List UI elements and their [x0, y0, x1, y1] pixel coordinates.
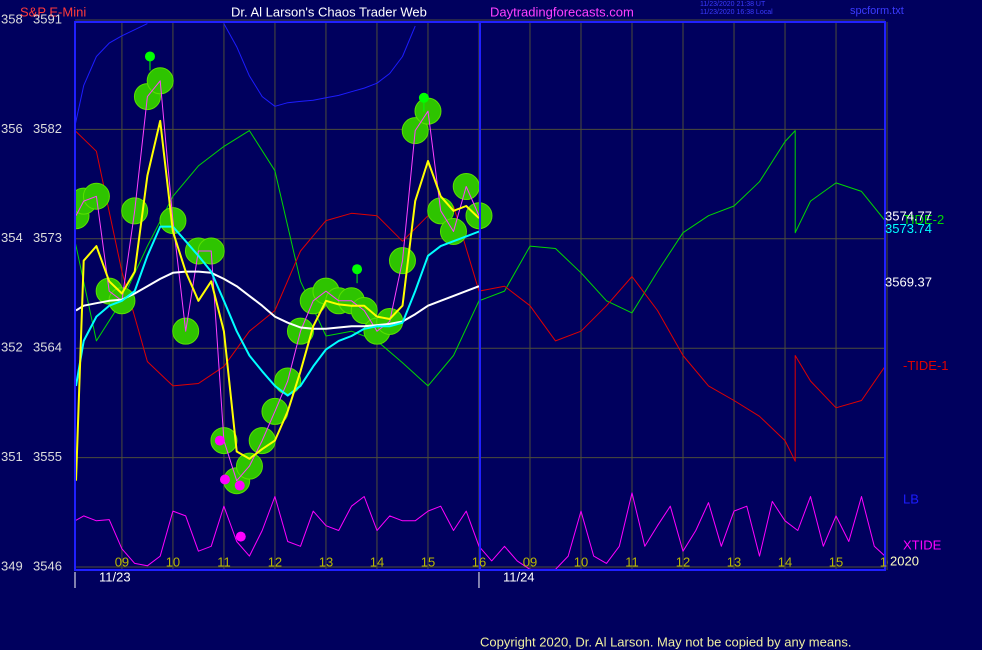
year-label: 2020	[890, 553, 919, 568]
timestamp: 11/23/2020 16:38 Local	[700, 9, 773, 16]
y-tick-label: 3546	[33, 558, 62, 573]
last-value-label: 3569.37	[885, 274, 932, 289]
low-marker	[219, 474, 230, 485]
series-line	[75, 270, 480, 330]
symbol: S&P E-Mini	[20, 4, 86, 19]
date-label: 11/24	[503, 569, 535, 584]
x-tick-label: 10	[166, 554, 180, 569]
x-tick-label: 14	[370, 554, 384, 569]
x-tick-label: 10	[574, 554, 588, 569]
x-tick-label: 15	[829, 554, 843, 569]
y-tick-alt-label: 354	[1, 230, 23, 245]
series-line	[75, 225, 480, 397]
website: Daytradingforecasts.com	[490, 4, 634, 19]
source-file: spcform.txt	[850, 5, 904, 17]
timestamp: 11/23/2020 21:38 UT	[700, 1, 766, 8]
high-marker	[352, 264, 363, 275]
y-tick-alt-label: 356	[1, 121, 23, 136]
x-tick-label: 12	[676, 554, 690, 569]
low-marker	[234, 480, 245, 491]
legend-label: TIDE-2	[903, 212, 944, 227]
x-tick-label: 11	[217, 554, 231, 569]
date-label: 11/23	[99, 569, 131, 584]
chart-title: Dr. Al Larson's Chaos Trader Web	[231, 4, 427, 19]
high-marker	[418, 92, 429, 103]
x-tick-label: 13	[319, 554, 333, 569]
x-tick-label: 11	[625, 554, 639, 569]
series-line	[75, 119, 480, 481]
low-marker	[214, 435, 225, 446]
x-tick-label: 09	[115, 554, 129, 569]
x-tick-label: 14	[778, 554, 792, 569]
year-box	[888, 554, 924, 570]
y-tick-label: 3591	[33, 11, 62, 26]
series-line	[75, 130, 885, 387]
y-tick-alt-label: 352	[1, 340, 23, 355]
y-tick-label: 3582	[33, 121, 62, 136]
y-tick-label: 3555	[33, 449, 62, 464]
y-tick-alt-label: 358	[1, 11, 23, 26]
y-tick-label: 3564	[33, 340, 62, 355]
legend-label: LB	[903, 491, 919, 506]
legend-label: XTIDE	[903, 537, 942, 552]
series-line	[75, 23, 416, 126]
x-tick-label: 16	[472, 554, 486, 569]
plot-area	[75, 23, 885, 570]
copyright: Copyright 2020, Dr. Al Larson. May not b…	[480, 634, 851, 649]
last-value-label: 3574.77	[885, 209, 932, 224]
frame	[74, 21, 886, 571]
x-tick-label: 12	[268, 554, 282, 569]
price-line	[75, 80, 480, 482]
x-tick-label: 13	[727, 554, 741, 569]
y-tick-label: 3573	[33, 230, 62, 245]
y-tick-alt-label: 351	[1, 449, 23, 464]
legend-label: -TIDE-1	[903, 358, 949, 373]
x-tick-label: 15	[421, 554, 435, 569]
low-marker	[235, 531, 246, 542]
y-tick-alt-label: 349	[1, 558, 23, 573]
high-marker	[144, 51, 155, 62]
last-value-label: 3573.74	[885, 221, 932, 236]
x-tick-label: 09	[523, 554, 537, 569]
series-line	[75, 130, 885, 462]
